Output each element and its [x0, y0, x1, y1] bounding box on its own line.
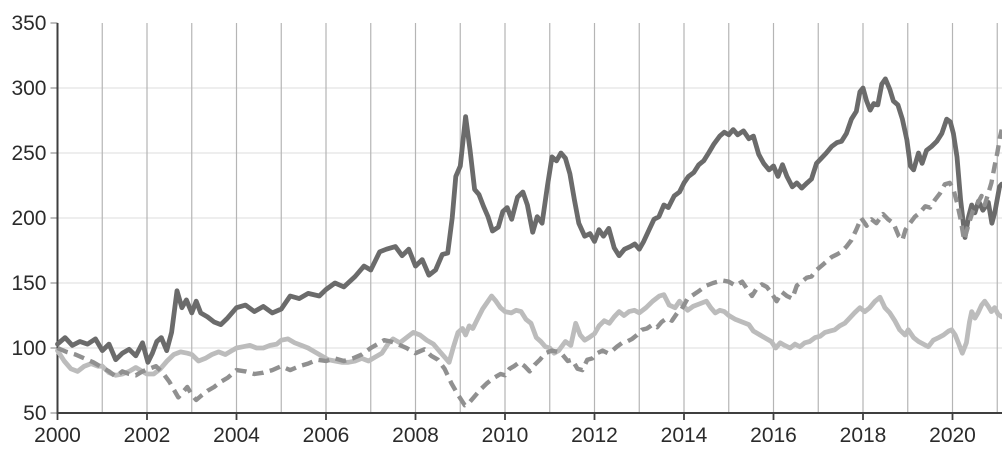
x-tick-label: 2006 — [303, 424, 350, 447]
x-tick-label: 2012 — [571, 424, 618, 447]
x-tick-label: 2014 — [661, 424, 708, 447]
x-tick-label: 2004 — [213, 424, 260, 447]
y-tick-label: 200 — [11, 207, 46, 230]
x-tick-label: 2010 — [482, 424, 529, 447]
y-tick-label: 50 — [23, 402, 46, 425]
light-solid-index-line — [55, 292, 1002, 378]
x-tick-label: 2020 — [929, 424, 976, 447]
y-tick-label: 100 — [11, 337, 46, 360]
x-tick-label: 2018 — [840, 424, 887, 447]
x-tick-label: 2000 — [34, 424, 81, 447]
medium-dashed-index-line — [56, 129, 1002, 408]
x-tick-label: 2002 — [124, 424, 171, 447]
y-tick-label: 350 — [11, 12, 46, 35]
y-tick-label: 150 — [11, 272, 46, 295]
x-tick-label: 2008 — [392, 424, 439, 447]
dark-solid-index-line — [55, 76, 1002, 365]
y-tick-label: 250 — [11, 142, 46, 165]
x-tick-label: 2016 — [750, 424, 797, 447]
y-tick-label: 300 — [11, 77, 46, 100]
